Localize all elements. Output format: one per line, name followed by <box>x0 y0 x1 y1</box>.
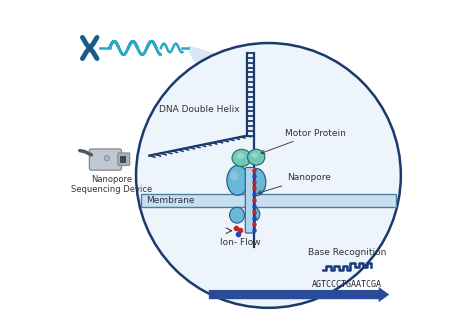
Polygon shape <box>188 45 262 195</box>
FancyBboxPatch shape <box>141 194 396 207</box>
Text: Nanopore: Nanopore <box>258 173 330 194</box>
Text: Base Recognition: Base Recognition <box>308 248 386 257</box>
Ellipse shape <box>232 149 251 166</box>
Ellipse shape <box>237 153 244 159</box>
Text: Ion- Flow: Ion- Flow <box>220 238 261 247</box>
Circle shape <box>104 156 109 161</box>
Ellipse shape <box>227 166 248 195</box>
Text: AGTCCCTGAATCGA: AGTCCCTGAATCGA <box>312 280 382 289</box>
Ellipse shape <box>230 171 238 180</box>
Ellipse shape <box>229 207 245 223</box>
Circle shape <box>136 43 401 308</box>
Ellipse shape <box>252 153 258 158</box>
Text: DNA Double Helix: DNA Double Helix <box>159 105 240 114</box>
FancyBboxPatch shape <box>90 149 121 170</box>
Text: Motor Protein: Motor Protein <box>261 129 346 154</box>
FancyArrow shape <box>209 287 389 302</box>
Ellipse shape <box>246 168 266 196</box>
FancyBboxPatch shape <box>245 167 255 233</box>
FancyBboxPatch shape <box>118 153 130 166</box>
FancyBboxPatch shape <box>120 156 127 163</box>
Ellipse shape <box>247 149 265 165</box>
Ellipse shape <box>247 207 260 221</box>
Text: Nanopore
Sequencing Device: Nanopore Sequencing Device <box>71 175 152 194</box>
Text: Membrane: Membrane <box>146 196 195 205</box>
